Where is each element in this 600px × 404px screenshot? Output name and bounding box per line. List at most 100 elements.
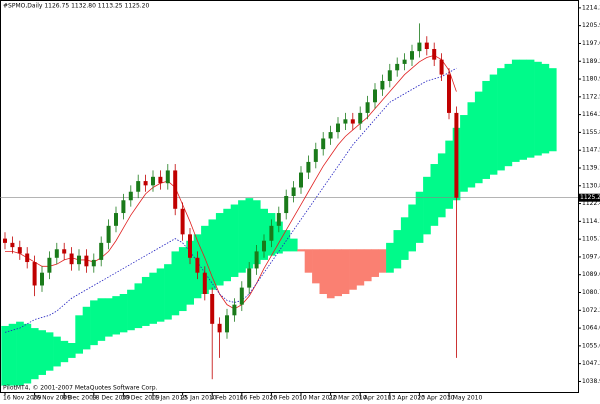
candle-body: [106, 225, 111, 243]
candle-body: [47, 257, 52, 273]
x-tick-label: 4 Feb 2010: [210, 395, 244, 402]
cloud-segment: [297, 249, 305, 252]
cloud-segment: [38, 330, 46, 375]
cloud-segment: [497, 68, 505, 171]
cloud-segment: [378, 249, 387, 273]
cloud-segment: [415, 191, 424, 243]
candle-body: [210, 294, 215, 324]
cloud-segment: [164, 264, 172, 320]
candle-body: [343, 119, 348, 124]
candle-body: [454, 112, 459, 198]
candle-body: [239, 287, 244, 305]
x-tick-label: 25 Jan 2010: [181, 395, 217, 402]
chart-title: #SPMO,Daily 1126.75 1132.80 1113.25 1125…: [3, 3, 150, 10]
cloud-segment: [393, 230, 402, 269]
cloud-segment: [356, 249, 365, 286]
y-tick-label: 1130.80: [582, 182, 600, 189]
candle-body: [225, 315, 229, 333]
cloud-segment: [349, 249, 357, 290]
candle-body: [232, 304, 237, 316]
cloud-segment: [8, 323, 17, 386]
cloud-segment: [186, 240, 194, 305]
y-tick-label: 1055.65: [582, 342, 600, 349]
candle-body: [202, 272, 207, 294]
cloud-segment: [289, 238, 298, 252]
x-tick-label: 1 Apr 2010: [358, 395, 391, 402]
candle-body: [151, 176, 155, 186]
x-tick-label: 16 Feb 2010: [240, 395, 278, 402]
y-tick-label: 1180.90: [582, 76, 600, 83]
candle-body: [276, 213, 281, 226]
y-tick-label: 1172.55: [582, 93, 600, 100]
cloud-segment: [97, 298, 106, 341]
candle-body: [188, 234, 192, 258]
candle-body: [180, 208, 185, 235]
cloud-segment: [534, 61, 542, 156]
cloud-segment: [423, 176, 431, 235]
cloud-segment: [23, 323, 32, 384]
cloud-segment: [201, 225, 209, 294]
cloud-segment: [252, 200, 261, 265]
cloud-segment: [371, 249, 379, 277]
candle-body: [165, 170, 170, 184]
candle-body: [195, 257, 200, 273]
cloud-segment: [141, 276, 150, 326]
candle-body: [262, 240, 266, 252]
candle-body: [410, 51, 414, 60]
cloud-segment: [437, 153, 446, 218]
cloud-segment: [363, 249, 372, 282]
candle-body: [158, 176, 163, 184]
candle-body: [395, 63, 400, 71]
candle-body: [380, 80, 385, 90]
cloud-segment: [504, 63, 513, 167]
cloud-segment: [482, 80, 490, 179]
candle-body: [350, 119, 355, 124]
cloud-segment: [386, 242, 394, 273]
cloud-segment: [104, 298, 113, 337]
candle-body: [299, 172, 303, 188]
y-tick-label: 1189.25: [582, 58, 600, 65]
candle-body: [173, 170, 178, 209]
candle-body: [32, 262, 37, 286]
cloud-segment: [312, 249, 320, 284]
x-tick-label: 26 Feb 2010: [269, 395, 307, 402]
cloud-segment: [134, 283, 143, 329]
cloud-segment: [171, 251, 180, 316]
y-tick-label: 1214.30: [582, 4, 600, 11]
cloud-segment: [82, 306, 91, 350]
candle-body: [402, 59, 407, 64]
cloud-segment: [16, 321, 24, 386]
candle-body: [254, 251, 259, 269]
cloud-segment: [127, 289, 135, 331]
cloud-segment: [156, 268, 165, 322]
price-label: 1125.20: [580, 194, 600, 201]
cloud-segment: [215, 213, 224, 286]
cloud-segment: [275, 221, 283, 254]
candle-body: [77, 255, 81, 265]
candle-body: [321, 138, 326, 150]
cloud-segment: [326, 249, 335, 299]
cloud-segment: [60, 340, 69, 363]
candle-body: [247, 268, 252, 288]
candle-body: [291, 187, 296, 196]
cloud-segment: [53, 336, 61, 367]
cloud-segment: [319, 249, 328, 294]
y-tick-label: 1105.75: [582, 236, 600, 243]
y-tick-label: 1089.05: [582, 271, 600, 278]
candle-body: [432, 49, 437, 60]
y-tick-label: 1064.00: [582, 325, 600, 332]
candle-body: [269, 225, 274, 241]
cloud-segment: [526, 59, 535, 158]
cloud-segment: [467, 102, 476, 188]
candle-body: [99, 242, 104, 260]
candle-body: [69, 253, 74, 265]
candle-body: [424, 42, 429, 49]
cloud-segment: [112, 296, 120, 335]
x-tick-label: 18 Dec 2009: [92, 395, 131, 402]
cloud-segment: [67, 343, 76, 358]
candle-body: [84, 255, 89, 267]
cloud-segment: [474, 91, 483, 184]
candle-body: [136, 181, 141, 192]
cloud-segment: [400, 217, 409, 260]
